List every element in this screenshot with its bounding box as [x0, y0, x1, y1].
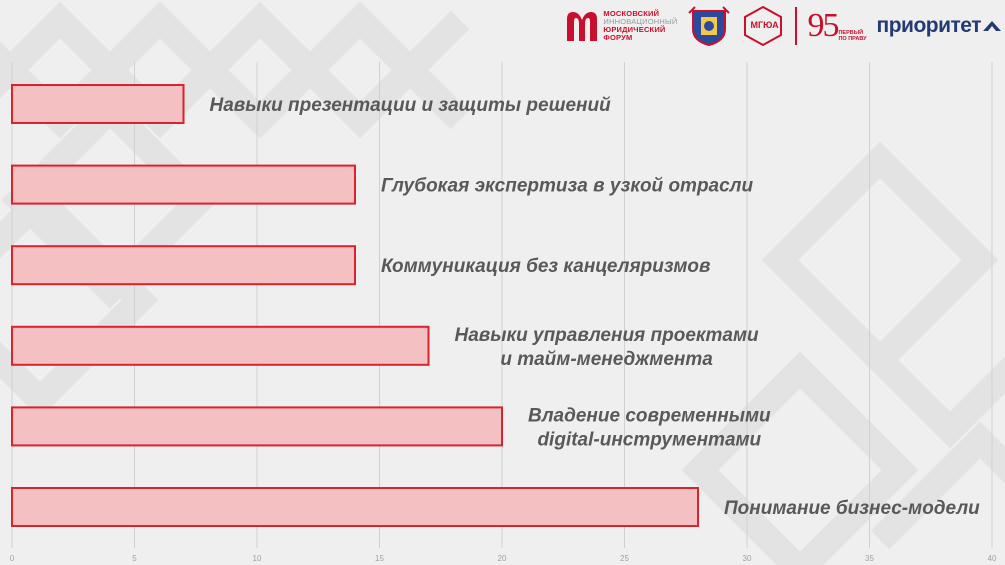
category-label: Навыки управления проектами и тайм-менедж…	[455, 325, 760, 370]
category-label-line: Коммуникация без канцеляризмов	[381, 256, 710, 277]
category-label-line: Глубокая экспертиза в узкой отрасли	[381, 176, 753, 197]
category-label: Понимание бизнес-модели	[724, 498, 980, 519]
mgua-seal-icon	[744, 5, 783, 47]
category-label-line: Навыки управления проектами	[455, 325, 760, 346]
forum-logo: МОСКОВСКИЙ ИННОВАЦИОННЫЙ ЮРИДИЧЕСКИЙ ФОР…	[564, 9, 677, 43]
forum-line-1: МОСКОВСКИЙ	[603, 9, 660, 18]
x-tick-label: 35	[865, 554, 874, 563]
x-tick-label: 30	[743, 554, 752, 563]
emblem-icon	[688, 6, 731, 47]
category-label-line: digital-инструментами	[537, 429, 761, 450]
bar	[11, 325, 430, 366]
priority-label: приоритет	[876, 14, 982, 37]
bar	[11, 406, 503, 447]
bar	[11, 245, 356, 286]
bars	[11, 84, 699, 527]
x-tick-label: 20	[498, 554, 507, 563]
priority-logo: приоритет	[877, 14, 1001, 38]
anniversary-caption-2: ПО ПРАВУ	[838, 36, 867, 42]
bar	[11, 487, 699, 527]
x-axis-ticks: 0 5 10 15 20 25 30 35 40	[10, 554, 997, 563]
category-label: Коммуникация без канцеляризмов	[381, 256, 710, 277]
anniversary-logo: 95 ПЕРВЫЙ ПО ПРАВУ	[807, 8, 866, 44]
bar	[11, 84, 185, 124]
category-label-line: Владение современными	[528, 405, 771, 426]
category-label-line: Понимание бизнес-модели	[724, 498, 980, 519]
category-labels: Навыки презентации и защиты решений Глубо…	[210, 95, 981, 519]
x-tick-label: 40	[988, 554, 997, 563]
x-tick-label: 0	[10, 554, 15, 563]
category-label: Навыки презентации и защиты решений	[210, 95, 612, 116]
forum-line-2: ИННОВАЦИОННЫЙ	[603, 17, 678, 26]
x-tick-label: 10	[253, 554, 262, 563]
category-label-line: Навыки презентации и защиты решений	[210, 95, 612, 116]
category-label-line: и тайм-менеджмента	[500, 349, 713, 370]
category-label: Владение современными digital-инструмента…	[528, 405, 771, 450]
bar	[11, 164, 356, 205]
forum-line-3: ЮРИДИЧЕСКИЙ	[603, 25, 666, 34]
x-tick-label: 15	[375, 554, 384, 563]
x-tick-label: 25	[620, 554, 629, 563]
mgua-label: МГЮА	[750, 20, 779, 30]
priority-arrow-icon	[983, 21, 1001, 31]
forum-line-4: ФОРУМ	[603, 33, 633, 42]
x-tick-label: 5	[132, 554, 137, 563]
header-logos: МОСКОВСКИЙ ИННОВАЦИОННЫЙ ЮРИДИЧЕСКИЙ ФОР…	[564, 4, 1001, 48]
forum-m-icon	[567, 12, 598, 41]
logo-divider	[795, 7, 798, 45]
category-label: Глубокая экспертиза в узкой отрасли	[381, 176, 753, 197]
anniversary-number: 95	[807, 7, 839, 44]
anniversary-caption-1: ПЕРВЫЙ	[838, 30, 864, 36]
gridlines	[11, 62, 993, 548]
mgua-logo: МГЮА	[741, 5, 785, 47]
